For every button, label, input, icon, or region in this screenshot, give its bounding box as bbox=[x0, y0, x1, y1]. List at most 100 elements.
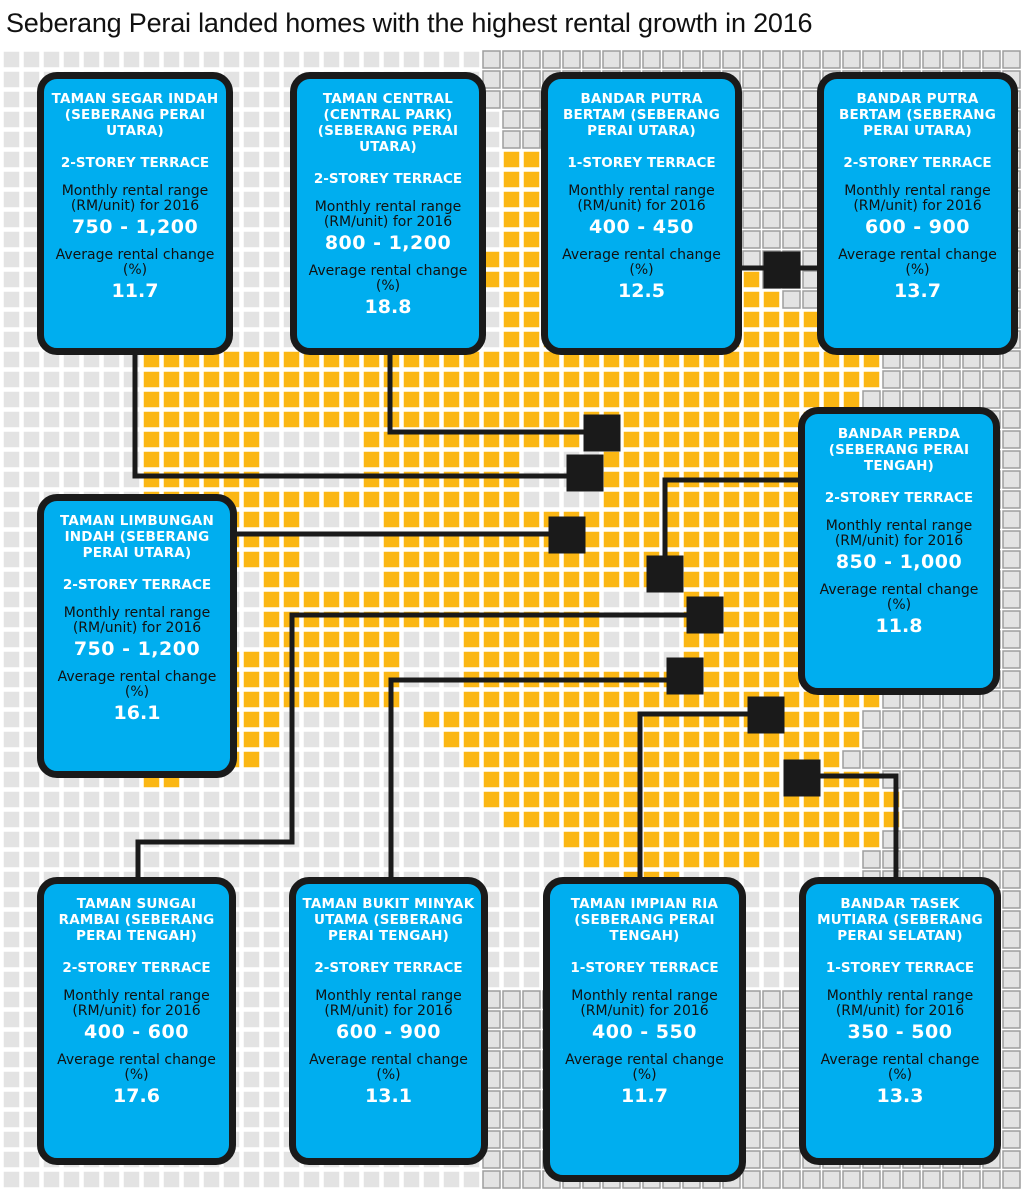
map-grid-cell bbox=[562, 770, 581, 789]
map-grid-cell bbox=[762, 610, 781, 629]
map-grid-cell bbox=[702, 650, 721, 669]
map-grid-cell bbox=[182, 50, 201, 69]
map-grid-cell bbox=[282, 370, 301, 389]
map-grid-cell bbox=[782, 1110, 801, 1129]
map-grid-cell bbox=[762, 110, 781, 129]
map-grid-cell bbox=[282, 510, 301, 529]
map-grid-cell bbox=[622, 810, 641, 829]
map-grid-cell bbox=[582, 810, 601, 829]
map-grid-cell bbox=[582, 850, 601, 869]
rent-range-value: 850 - 1,000 bbox=[835, 551, 963, 573]
map-grid-cell bbox=[922, 390, 941, 409]
map-grid-cell bbox=[542, 630, 561, 649]
map-grid-cell bbox=[522, 190, 541, 209]
map-grid-cell bbox=[602, 390, 621, 409]
map-grid-cell bbox=[202, 410, 221, 429]
map-grid-cell bbox=[262, 550, 281, 569]
map-grid-cell bbox=[1002, 570, 1021, 589]
map-grid-cell bbox=[22, 390, 41, 409]
map-grid-cell bbox=[2, 490, 21, 509]
map-grid-cell bbox=[382, 550, 401, 569]
map-grid-cell bbox=[982, 810, 1001, 829]
map-grid-cell bbox=[462, 50, 481, 69]
map-grid-cell bbox=[802, 350, 821, 369]
map-grid-cell bbox=[702, 810, 721, 829]
map-grid-cell bbox=[82, 390, 101, 409]
map-grid-cell bbox=[302, 430, 321, 449]
map-grid-cell bbox=[562, 850, 581, 869]
map-grid-cell bbox=[202, 390, 221, 409]
area-card-bandar-putra-bertam-1-storey: BANDAR PUTRA BERTAM (SEBERANG PERAI UTAR… bbox=[541, 72, 742, 355]
map-grid-cell bbox=[762, 890, 781, 909]
map-grid-cell bbox=[862, 750, 881, 769]
map-grid-cell bbox=[822, 50, 841, 69]
map-grid-cell bbox=[522, 1090, 541, 1109]
map-grid-cell bbox=[302, 770, 321, 789]
map-grid-cell bbox=[622, 770, 641, 789]
location-marker bbox=[686, 596, 724, 634]
map-grid-cell bbox=[62, 410, 81, 429]
map-grid-cell bbox=[762, 350, 781, 369]
map-grid-cell bbox=[502, 1150, 521, 1169]
map-grid-cell bbox=[522, 290, 541, 309]
map-grid-cell bbox=[922, 750, 941, 769]
map-grid-cell bbox=[562, 830, 581, 849]
rental-change-value: 13.7 bbox=[894, 280, 941, 302]
map-grid-cell bbox=[762, 430, 781, 449]
map-grid-cell bbox=[902, 370, 921, 389]
map-grid-cell bbox=[322, 830, 341, 849]
map-grid-cell bbox=[762, 50, 781, 69]
map-grid-cell bbox=[822, 850, 841, 869]
map-grid-cell bbox=[482, 710, 501, 729]
map-grid-cell bbox=[162, 430, 181, 449]
map-grid-cell bbox=[282, 450, 301, 469]
map-grid-cell bbox=[622, 510, 641, 529]
map-grid-cell bbox=[262, 850, 281, 869]
map-grid-cell bbox=[582, 570, 601, 589]
map-grid-cell bbox=[502, 410, 521, 429]
area-card-bandar-perda: BANDAR PERDA (SEBERANG PERAI TENGAH) 2-S… bbox=[798, 407, 1000, 695]
map-grid-cell bbox=[882, 730, 901, 749]
map-grid-cell bbox=[462, 770, 481, 789]
map-grid-cell bbox=[402, 790, 421, 809]
map-grid-cell bbox=[362, 450, 381, 469]
map-grid-cell bbox=[982, 710, 1001, 729]
area-name: TAMAN SEGAR INDAH (SEBERANG PERAI UTARA) bbox=[51, 91, 219, 139]
map-grid-cell bbox=[542, 490, 561, 509]
map-grid-cell bbox=[782, 190, 801, 209]
map-grid-cell bbox=[642, 430, 661, 449]
map-grid-cell bbox=[322, 450, 341, 469]
map-grid-cell bbox=[242, 370, 261, 389]
map-grid-cell bbox=[582, 550, 601, 569]
map-grid-cell bbox=[502, 550, 521, 569]
map-grid-cell bbox=[362, 650, 381, 669]
map-grid-cell bbox=[782, 710, 801, 729]
map-grid-cell bbox=[762, 390, 781, 409]
rental-change-value: 11.8 bbox=[875, 615, 923, 637]
map-grid-cell bbox=[402, 830, 421, 849]
area-name: BANDAR PERDA (SEBERANG PERAI TENGAH) bbox=[828, 426, 970, 474]
map-grid-cell bbox=[642, 790, 661, 809]
map-grid-cell bbox=[122, 1170, 141, 1189]
map-grid-cell bbox=[62, 1170, 81, 1189]
map-grid-cell bbox=[802, 390, 821, 409]
map-grid-cell bbox=[2, 750, 21, 769]
map-grid-cell bbox=[262, 250, 281, 269]
map-grid-cell bbox=[342, 710, 361, 729]
map-grid-cell bbox=[802, 370, 821, 389]
map-grid-cell bbox=[302, 810, 321, 829]
map-grid-cell bbox=[782, 290, 801, 309]
location-marker bbox=[747, 696, 785, 734]
map-grid-cell bbox=[502, 270, 521, 289]
map-grid-cell bbox=[762, 1090, 781, 1109]
map-grid-cell bbox=[882, 1170, 901, 1189]
map-grid-cell bbox=[982, 790, 1001, 809]
location-marker bbox=[646, 555, 684, 593]
map-grid-cell bbox=[622, 450, 641, 469]
map-grid-cell bbox=[282, 350, 301, 369]
map-grid-cell bbox=[462, 370, 481, 389]
map-grid-cell bbox=[242, 490, 261, 509]
map-grid-cell bbox=[962, 790, 981, 809]
map-grid-cell bbox=[242, 910, 261, 929]
map-grid-cell bbox=[1002, 1030, 1021, 1049]
